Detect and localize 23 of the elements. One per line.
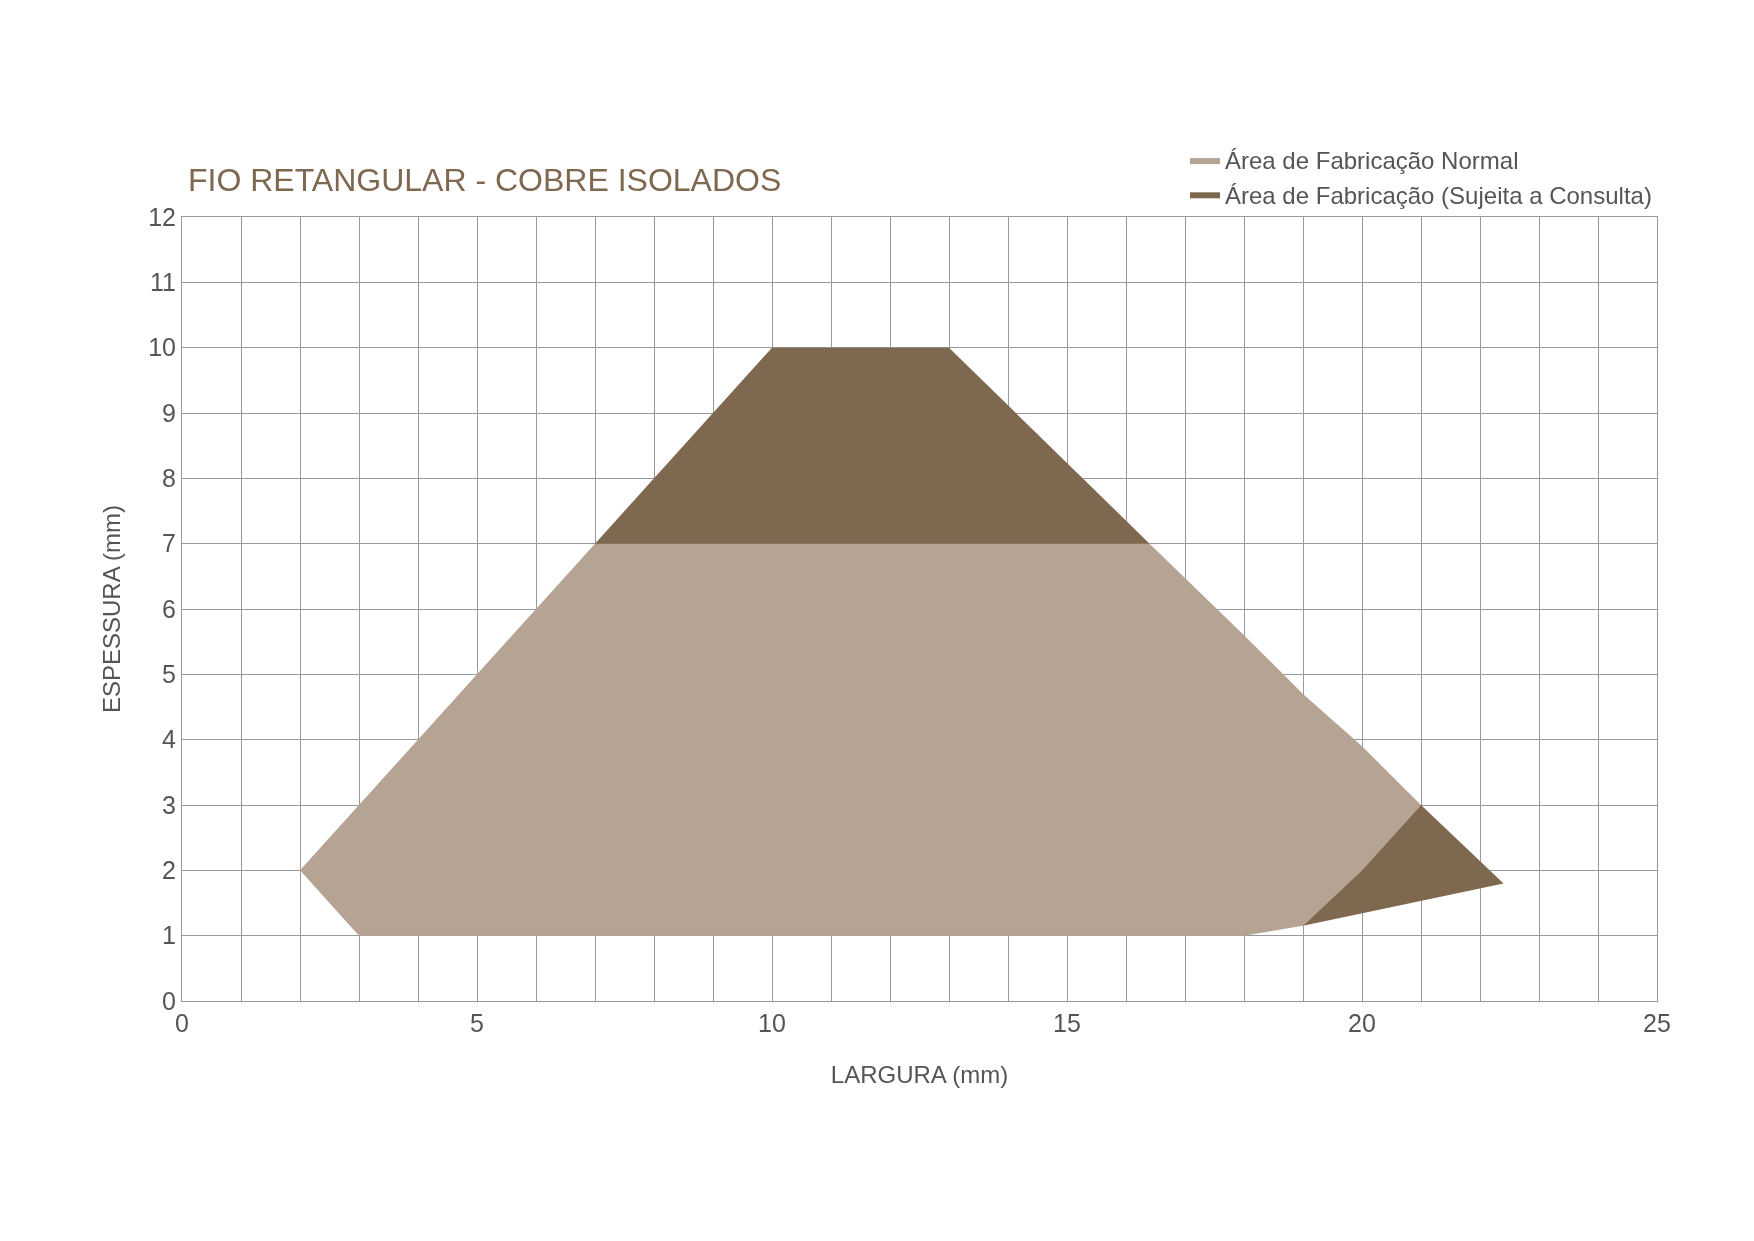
y-tick-label: 8 — [162, 464, 176, 493]
y-tick-label: 10 — [148, 333, 176, 362]
y-tick-label: 0 — [162, 986, 176, 1015]
y-tick-label: 5 — [162, 660, 176, 689]
y-tick-label: 3 — [162, 790, 176, 819]
y-tick-label: 2 — [162, 856, 176, 885]
x-tick-label: 25 — [1643, 1009, 1671, 1037]
x-axis-title: LARGURA (mm) — [830, 1061, 1009, 1089]
y-tick-label: 12 — [148, 202, 176, 231]
y-tick-label: 11 — [150, 268, 176, 297]
y-tick-label: 7 — [162, 529, 176, 558]
x-tick-label: 15 — [1053, 1009, 1081, 1037]
y-tick-label: 6 — [162, 594, 176, 623]
y-tick-label: 1 — [162, 921, 176, 950]
x-tick-label: 20 — [1348, 1009, 1376, 1037]
y-tick-label: 4 — [162, 725, 177, 754]
legend-label: Área de Fabricação Normal — [1225, 147, 1519, 175]
x-tick-label: 10 — [758, 1009, 786, 1037]
legend-label: Área de Fabricação (Sujeita a Consulta) — [1225, 181, 1652, 209]
y-axis-title: ESPESSURA (mm) — [98, 504, 126, 714]
x-tick-label: 5 — [470, 1009, 484, 1037]
y-tick-label: 9 — [162, 398, 176, 427]
chart-title: FIO RETANGULAR - COBRE ISOLADOS — [188, 162, 782, 199]
